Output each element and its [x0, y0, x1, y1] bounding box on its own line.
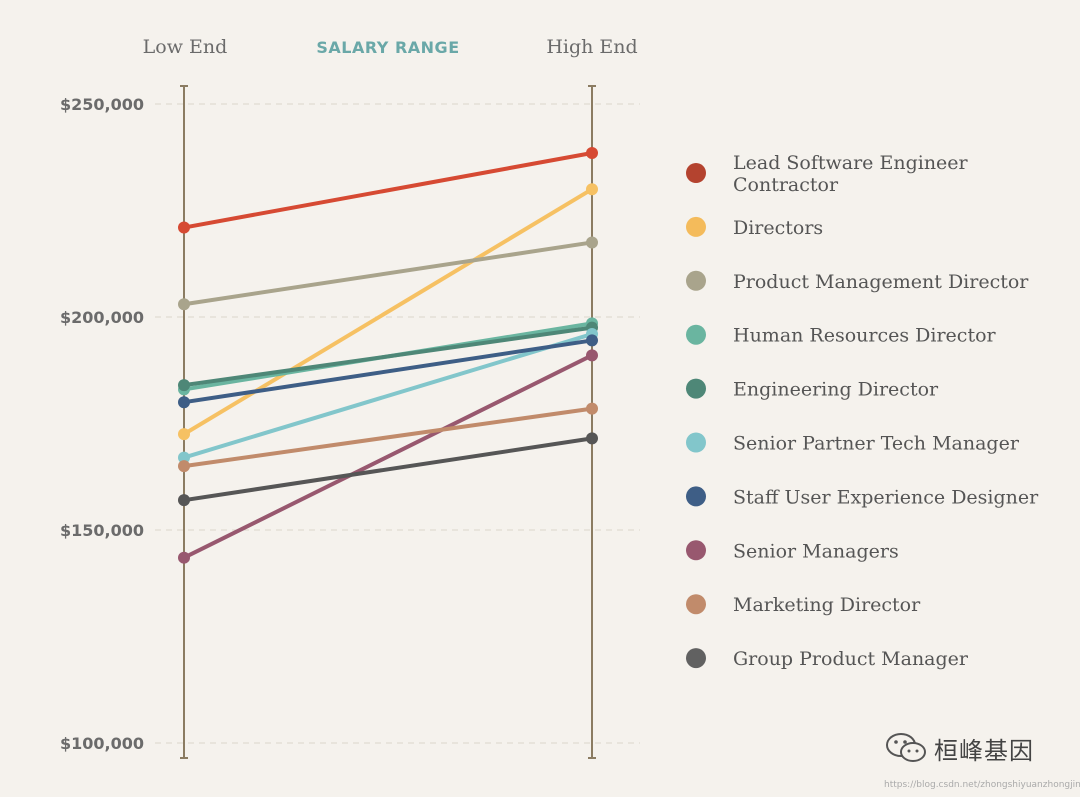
series-9	[178, 402, 598, 473]
legend-item: Group Product Manager	[686, 648, 969, 670]
legend-label: Group Product Manager	[733, 648, 969, 670]
low-point	[178, 428, 190, 441]
legend-swatch	[686, 648, 706, 669]
low-point	[178, 298, 190, 311]
series-3	[178, 236, 598, 311]
series-7	[178, 334, 598, 409]
legend-label: Senior Partner Tech Manager	[733, 433, 1020, 455]
y-tick-label: $200,000	[60, 308, 144, 327]
legend-label: Senior Managers	[733, 540, 899, 562]
low-point	[178, 451, 190, 464]
high-point	[586, 236, 598, 249]
series-8	[178, 349, 598, 564]
series-line	[182, 353, 594, 560]
high-point	[586, 402, 598, 415]
source-url: https://blog.csdn.net/zhongshiyuanzhongj…	[884, 780, 1080, 790]
low-point	[178, 460, 190, 473]
legend-label: Staff User Experience Designer	[733, 486, 1039, 508]
legend-item: Lead Software Engineer Contractor	[686, 152, 969, 196]
legend-label: Product Management Director	[733, 271, 1029, 293]
low-point	[178, 551, 190, 564]
series-10	[178, 432, 598, 507]
wechat-icon	[886, 733, 926, 762]
legend-label: Marketing Director	[733, 594, 921, 616]
legend-swatch	[686, 270, 706, 291]
legend-item: Engineering Director	[686, 378, 939, 401]
watermark: 桓峰基因	[884, 730, 1034, 766]
series-2	[178, 183, 598, 441]
legend-swatch	[686, 540, 706, 561]
low-point	[178, 379, 190, 392]
legend-item: Human Resources Director	[686, 324, 997, 347]
legend-swatch	[686, 486, 706, 507]
low-point	[178, 494, 190, 507]
series-1	[178, 146, 598, 234]
low-point	[178, 221, 190, 234]
legend-label: Directors	[733, 217, 823, 239]
low-end-label: Low End	[143, 36, 228, 58]
watermark-text: 桓峰基因	[934, 736, 1034, 765]
legend-swatch	[686, 163, 706, 183]
series-line	[182, 332, 594, 460]
high-point	[586, 349, 598, 362]
series-line	[182, 436, 594, 503]
legend-item: Directors	[686, 216, 823, 239]
chart-title: SALARY RANGE	[316, 38, 459, 57]
high-end-label: High End	[546, 36, 637, 58]
legend-swatch	[686, 378, 706, 399]
legend-label: Lead Software Engineer Contractor	[733, 152, 969, 196]
low-point	[178, 396, 190, 409]
legend-swatch	[686, 594, 706, 615]
series-line	[182, 240, 594, 307]
legend-item: Marketing Director	[686, 594, 921, 616]
legend-item: Senior Managers	[686, 540, 899, 562]
series-line	[182, 406, 594, 469]
series-line	[182, 150, 594, 230]
y-tick-label: $100,000	[60, 734, 144, 753]
series-line	[182, 325, 594, 388]
legend-item: Staff User Experience Designer	[686, 486, 1039, 508]
legend-swatch	[686, 432, 706, 453]
high-point	[586, 146, 598, 159]
legend-item: Product Management Director	[686, 270, 1029, 293]
y-tick-label: $150,000	[60, 521, 144, 540]
legend-swatch	[686, 324, 706, 345]
legend-item: Senior Partner Tech Manager	[686, 432, 1020, 455]
legend-swatch	[686, 216, 706, 237]
high-point	[586, 334, 598, 347]
series-line	[182, 338, 594, 405]
y-tick-label: $250,000	[60, 95, 144, 114]
legend-label: Human Resources Director	[733, 325, 997, 347]
legend-label: Engineering Director	[733, 379, 939, 401]
high-point	[586, 183, 598, 196]
high-point	[586, 432, 598, 445]
series-6	[178, 328, 598, 464]
